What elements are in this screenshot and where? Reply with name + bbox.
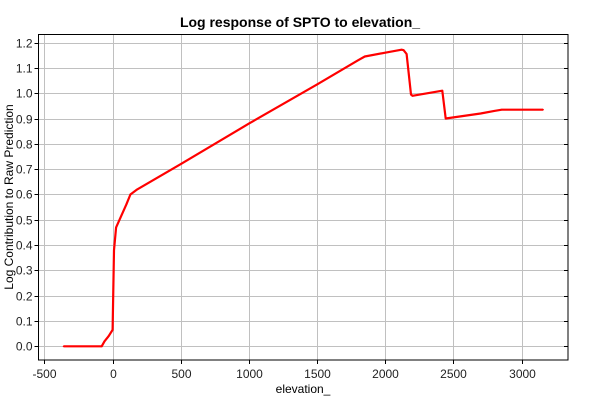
data-point — [363, 55, 366, 58]
y-axis-label: Log Contribution to Raw Prediction — [2, 104, 16, 289]
data-point — [405, 53, 408, 55]
data-point — [248, 122, 250, 125]
x-tick-label: 0 — [110, 367, 117, 381]
data-point — [410, 93, 412, 96]
data-point — [444, 117, 447, 120]
y-tick-label: 0.3 — [16, 264, 33, 278]
data-point — [125, 203, 128, 206]
y-tick-label: 1.0 — [16, 87, 33, 101]
ticks: -500 0 500 1000 1500 2000 2500 3000 0.0 0.1 0.2 0.3… — [16, 37, 568, 381]
y-tick-label: 0.0 — [16, 340, 33, 354]
data-point — [118, 218, 121, 221]
y-tick-label: 0.5 — [16, 214, 33, 228]
data-point — [542, 108, 544, 111]
x-axis-label: elevation_ — [276, 382, 331, 396]
data-point — [103, 340, 106, 343]
series — [62, 48, 544, 348]
data-point — [500, 108, 503, 111]
data-point — [100, 345, 103, 348]
y-tick-label: 0.1 — [16, 315, 33, 329]
data-point — [493, 110, 496, 112]
y-tick-label: 0.4 — [16, 239, 33, 253]
grid — [38, 34, 568, 360]
data-point — [402, 49, 405, 51]
y-tick-label: 0.9 — [16, 113, 33, 127]
data-point — [107, 335, 110, 338]
data-point — [111, 329, 114, 331]
chart-title: Log response of SPTO to elevation_ — [179, 14, 421, 30]
x-tick-label: 2500 — [440, 367, 467, 381]
data-point — [441, 89, 444, 92]
y-tick-label: 0.6 — [16, 188, 33, 202]
data-point — [129, 193, 132, 196]
data-point — [62, 345, 65, 348]
data-point — [113, 249, 115, 251]
data-point — [400, 48, 403, 51]
y-tick-label: 0.8 — [16, 138, 33, 152]
plot-frame — [38, 34, 569, 361]
data-point — [115, 226, 117, 229]
y-tick-label: 1.2 — [16, 37, 33, 51]
data-point — [357, 59, 359, 62]
data-point — [479, 112, 482, 115]
y-tick-label: 0.7 — [16, 163, 33, 177]
y-tick-label: 1.1 — [16, 62, 33, 76]
data-point — [316, 83, 318, 86]
data-point — [136, 188, 138, 191]
x-tick-label: -500 — [32, 367, 56, 381]
x-tick-label: 3000 — [509, 367, 536, 381]
data-point — [179, 163, 182, 165]
y-tick-label: 0.2 — [16, 290, 33, 304]
x-tick-label: 1000 — [236, 367, 263, 381]
x-tick-label: 2000 — [372, 367, 399, 381]
data-point — [411, 94, 414, 97]
x-tick-label: 1500 — [304, 367, 331, 381]
data-point — [384, 51, 387, 54]
series-line-response — [63, 48, 544, 348]
x-tick-label: 500 — [171, 367, 191, 381]
